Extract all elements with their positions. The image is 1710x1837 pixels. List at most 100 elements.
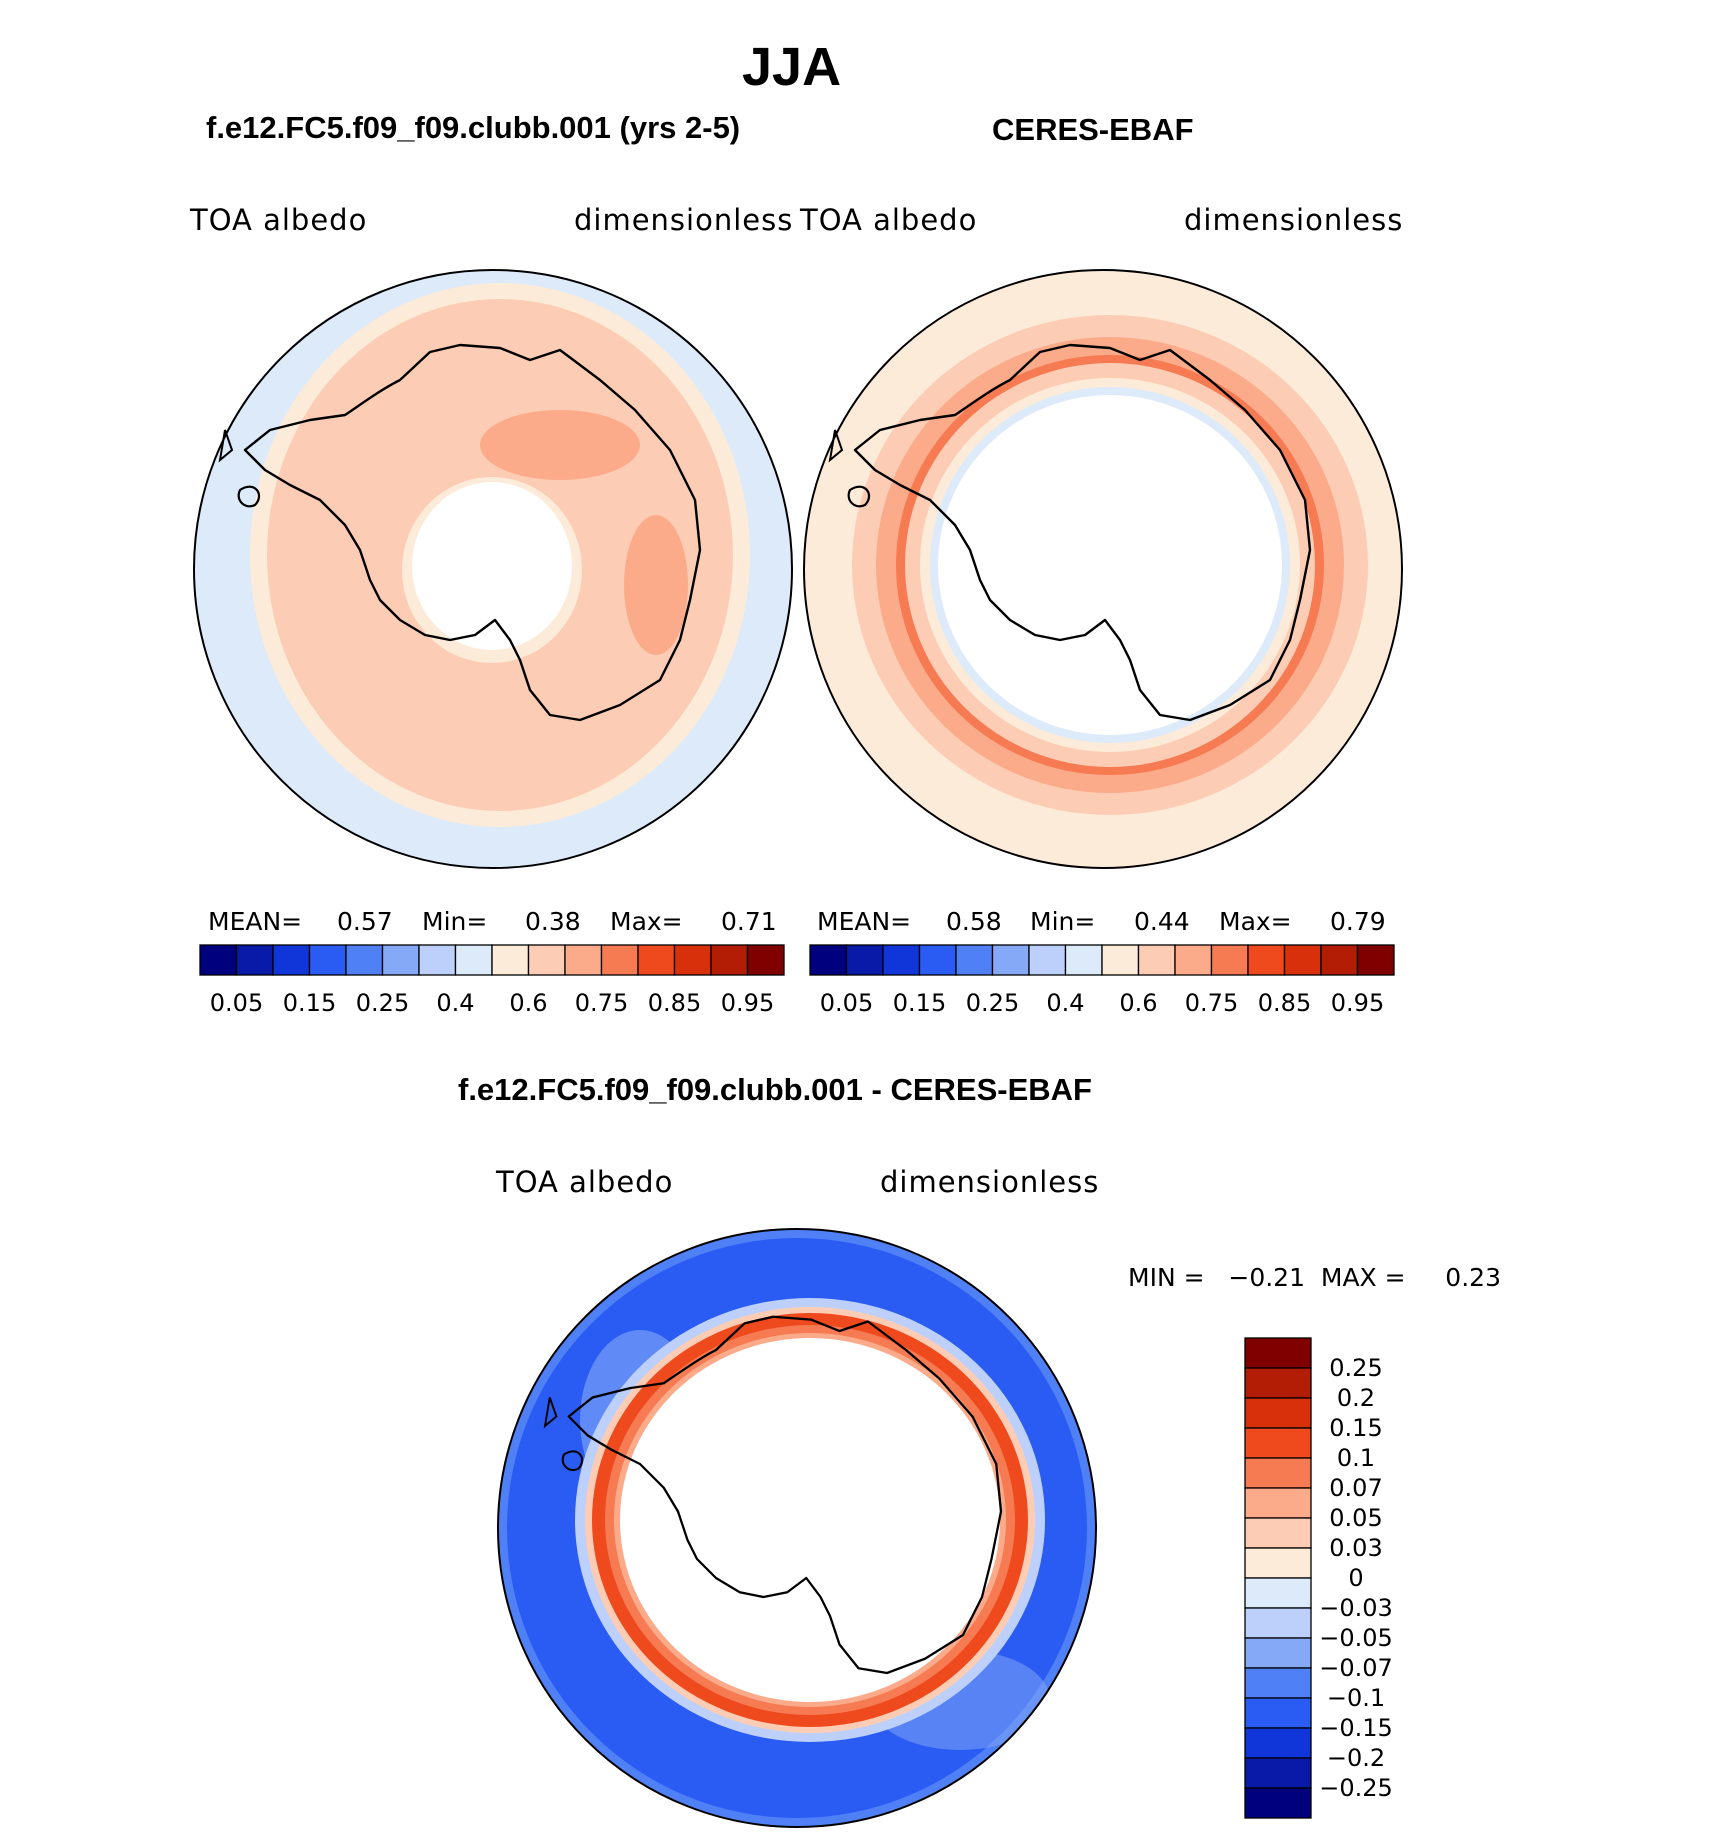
model-colorbar-box [272,944,311,976]
model-case-title: f.e12.FC5.f09_f09.clubb.001 (yrs 2-5) [206,110,741,145]
obs-colorbar-box [1028,944,1067,976]
model-units-label: dimensionless [574,203,794,237]
obs-colorbar-box [1101,944,1140,976]
diff-colorbar-box [1244,1367,1312,1399]
model-colorbar-tick: 0.4 [436,989,474,1017]
model-colorbar-tick: 0.85 [648,989,701,1017]
model-colorbar-box [527,944,566,976]
model-colorbar-box [673,944,712,976]
obs-units-label: dimensionless [1184,203,1404,237]
obs-colorbar-tick: 0.15 [893,989,946,1017]
obs-colorbar-box [1320,944,1359,976]
diff-colorbar-tick: 0.2 [1337,1384,1375,1412]
model-mean-value: 0.57 [337,907,393,936]
obs-mean-label: MEAN= [817,907,912,936]
model-colorbar-box [600,944,639,976]
diff-colorbar-box [1244,1757,1312,1789]
model-max-value: 0.71 [721,907,777,936]
diff-colorbar-tick: 0.1 [1337,1444,1375,1472]
diff-colorbar-box [1244,1337,1312,1369]
diff-colorbar-box [1244,1697,1312,1729]
obs-case-title: CERES-EBAF [992,112,1194,147]
diff-colorbar-tick: −0.25 [1319,1774,1393,1802]
diff-colorbar-tick: 0.15 [1329,1414,1382,1442]
obs-colorbar-tick: 0.95 [1331,989,1384,1017]
model-colorbar-tick: 0.75 [575,989,628,1017]
diff-colorbar-tick: 0 [1348,1564,1363,1592]
obs-min-label: Min= [1030,907,1096,936]
model-colorbar-box [308,944,347,976]
model-colorbar-tick: 0.6 [509,989,547,1017]
model-colorbar-tick: 0.25 [356,989,409,1017]
obs-map [803,269,1403,869]
diff-colorbar-tick: −0.15 [1319,1714,1393,1742]
obs-colorbar-box [1283,944,1322,976]
obs-colorbar: 0.05 0.15 0.25 0.4 0.6 0.75 0.85 0.95 [809,944,1395,1017]
diff-colorbar-tick: 0.03 [1329,1534,1382,1562]
diff-colorbar-box [1244,1667,1312,1699]
diff-colorbar-box [1244,1427,1312,1459]
diff-colorbar-tick: 0.25 [1329,1354,1382,1382]
model-colorbar-box [491,944,530,976]
diff-map [497,1228,1097,1828]
model-colorbar-box [381,944,420,976]
model-colorbar-box [746,944,785,976]
obs-colorbar-tick: 0.85 [1258,989,1311,1017]
obs-colorbar-tick: 0.6 [1119,989,1157,1017]
obs-colorbar-box [1356,944,1395,976]
obs-colorbar-box [955,944,994,976]
obs-max-value: 0.79 [1330,907,1386,936]
model-max-label: Max= [610,907,683,936]
diff-colorbar-box [1244,1457,1312,1489]
diff-colorbar-tick: 0.07 [1329,1474,1382,1502]
model-colorbar-tick: 0.95 [721,989,774,1017]
obs-max-label: Max= [1219,907,1292,936]
model-colorbar-box [564,944,603,976]
model-colorbar-box [235,944,274,976]
obs-colorbar-box [809,944,848,976]
diff-case-title: f.e12.FC5.f09_f09.clubb.001 - CERES-EBAF [458,1072,1092,1107]
obs-colorbar-box [1137,944,1176,976]
model-colorbar: 0.05 0.15 0.25 0.4 0.6 0.75 0.85 0.95 [199,944,785,1017]
diff-colorbar-tick: −0.2 [1327,1744,1385,1772]
diff-colorbar-box [1244,1487,1312,1519]
diff-colorbar-box [1244,1637,1312,1669]
obs-colorbar-box [918,944,957,976]
obs-variable-label: TOA albedo [800,203,978,237]
model-min-value: 0.38 [525,907,581,936]
model-colorbar-tick: 0.05 [210,989,263,1017]
obs-colorbar-tick: 0.05 [820,989,873,1017]
diff-colorbar-box [1244,1517,1312,1549]
obs-mean-value: 0.58 [946,907,1002,936]
diff-variable-label: TOA albedo [496,1165,674,1199]
obs-colorbar-tick: 0.25 [966,989,1019,1017]
model-colorbar-box [637,944,676,976]
model-map [193,269,793,869]
obs-min-value: 0.44 [1134,907,1190,936]
diff-minmax: MIN = −0.21 MAX = 0.23 [1128,1263,1501,1292]
obs-colorbar-box [882,944,921,976]
diff-colorbar-tick: −0.1 [1327,1684,1385,1712]
model-min-label: Min= [422,907,488,936]
obs-colorbar-box [1174,944,1213,976]
obs-colorbar-box [1210,944,1249,976]
plot-title: JJA [742,37,842,97]
model-colorbar-box [454,944,493,976]
diff-colorbar-box [1244,1397,1312,1429]
obs-colorbar-tick: 0.75 [1185,989,1238,1017]
diff-units-label: dimensionless [880,1165,1100,1199]
model-mean-label: MEAN= [208,907,303,936]
obs-colorbar-box [1064,944,1103,976]
model-colorbar-tick: 0.15 [283,989,336,1017]
diff-colorbar-tick: 0.05 [1329,1504,1382,1532]
diff-colorbar-box [1244,1607,1312,1639]
obs-colorbar-box [845,944,884,976]
model-colorbar-box [199,944,238,976]
diff-colorbar-box [1244,1577,1312,1609]
diff-colorbar-box [1244,1727,1312,1759]
diff-colorbar: 0.250.20.150.10.070.050.030−0.03−0.05−0.… [1244,1337,1393,1819]
diff-colorbar-tick: −0.07 [1319,1654,1393,1682]
obs-colorbar-box [991,944,1030,976]
diff-colorbar-box [1244,1787,1312,1819]
